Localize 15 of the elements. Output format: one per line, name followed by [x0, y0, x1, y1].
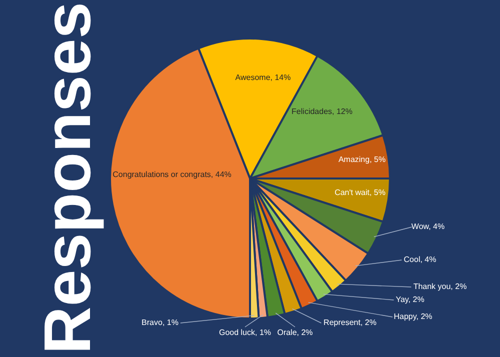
slice-label: Awesome, 14%: [235, 73, 291, 82]
text: Responses: [30, 2, 104, 354]
slice-label: Yay, 2%: [396, 295, 424, 304]
slice-label: Cool, 4%: [404, 255, 436, 264]
slice-label: Congratulations or congrats, 44%: [112, 170, 232, 179]
slice-label: Orale, 2%: [277, 328, 313, 337]
slice-label: Wow, 4%: [411, 222, 445, 231]
slice-label: Felicidades, 12%: [292, 107, 352, 116]
slice-label: Represent, 2%: [324, 318, 376, 327]
slice-label: Bravo, 1%: [142, 318, 178, 327]
slice-label: Happy, 2%: [394, 312, 432, 321]
slice-label: Can't wait, 5%: [334, 188, 386, 197]
slice-label: Thank you, 2%: [413, 282, 467, 291]
slice-label: Good luck, 1%: [218, 328, 272, 337]
slice-label: Amazing, 5%: [338, 155, 386, 164]
